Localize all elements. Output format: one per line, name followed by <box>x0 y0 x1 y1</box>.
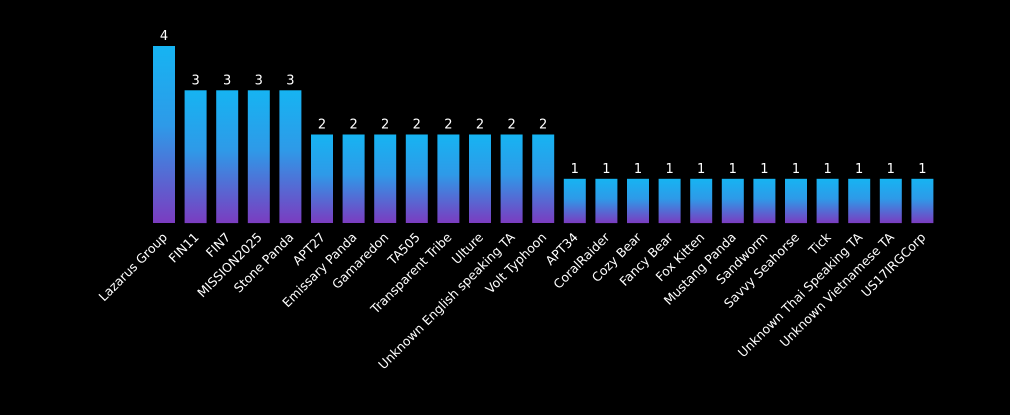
bar-15 <box>627 178 649 224</box>
bar-value-label: 2 <box>507 118 515 133</box>
bar-8 <box>405 134 428 223</box>
bar-value-label: 1 <box>665 162 673 177</box>
bar-5 <box>311 134 333 223</box>
bar-13 <box>563 178 586 224</box>
bar-20 <box>785 178 807 224</box>
bar-14 <box>595 178 618 224</box>
bar-16 <box>658 178 681 224</box>
bar-22 <box>848 178 871 224</box>
bar-11 <box>500 134 523 223</box>
bar-0 <box>153 46 175 223</box>
bar-value-label: 2 <box>476 118 484 133</box>
bar-12 <box>532 134 555 223</box>
x-tick-label: Lazarus Group <box>96 229 171 304</box>
bar-value-label: 1 <box>697 162 705 177</box>
bar-value-label: 1 <box>634 162 642 177</box>
bar-value-label: 1 <box>887 162 895 177</box>
bar-23 <box>879 178 902 224</box>
bar-7 <box>374 134 397 223</box>
bar-4 <box>279 90 302 224</box>
bar-value-label: 4 <box>160 29 168 44</box>
bar-value-label: 2 <box>381 118 389 133</box>
value-labels-group: 4 3 3 3 3 2 2 2 2 2 2 2 2 1 1 1 1 1 1 1 1 1 1 1 1 <box>160 29 927 177</box>
bar-value-label: 2 <box>539 118 547 133</box>
bar-10 <box>469 134 491 223</box>
bar-value-label: 3 <box>191 73 199 88</box>
bar-9 <box>437 134 460 223</box>
bar-1 <box>184 90 207 224</box>
bar-value-label: 2 <box>413 118 421 133</box>
bar-value-label: 2 <box>349 118 357 133</box>
bar-value-label: 3 <box>286 73 294 88</box>
bar-value-label: 1 <box>918 162 926 177</box>
bar-3 <box>247 90 270 224</box>
bar-value-label: 2 <box>444 118 452 133</box>
bar-value-label: 1 <box>760 162 768 177</box>
bar-value-label: 1 <box>792 162 800 177</box>
bar-value-label: 1 <box>823 162 831 177</box>
bar-value-label: 2 <box>318 118 326 133</box>
bar-value-label: 1 <box>571 162 579 177</box>
bar-value-label: 3 <box>255 73 263 88</box>
bar-18 <box>721 178 744 224</box>
bar-2 <box>216 90 239 224</box>
bar-19 <box>753 178 776 224</box>
x-tick-label: FIN11 <box>166 230 202 266</box>
bar-24 <box>911 178 934 224</box>
bar-21 <box>816 178 839 224</box>
bar-17 <box>690 178 713 224</box>
bar-value-label: 1 <box>602 162 610 177</box>
bar-6 <box>342 134 365 223</box>
bar-value-label: 1 <box>855 162 863 177</box>
bars-group <box>153 46 934 224</box>
bar-value-label: 3 <box>223 73 231 88</box>
bar-value-label: 1 <box>729 162 737 177</box>
